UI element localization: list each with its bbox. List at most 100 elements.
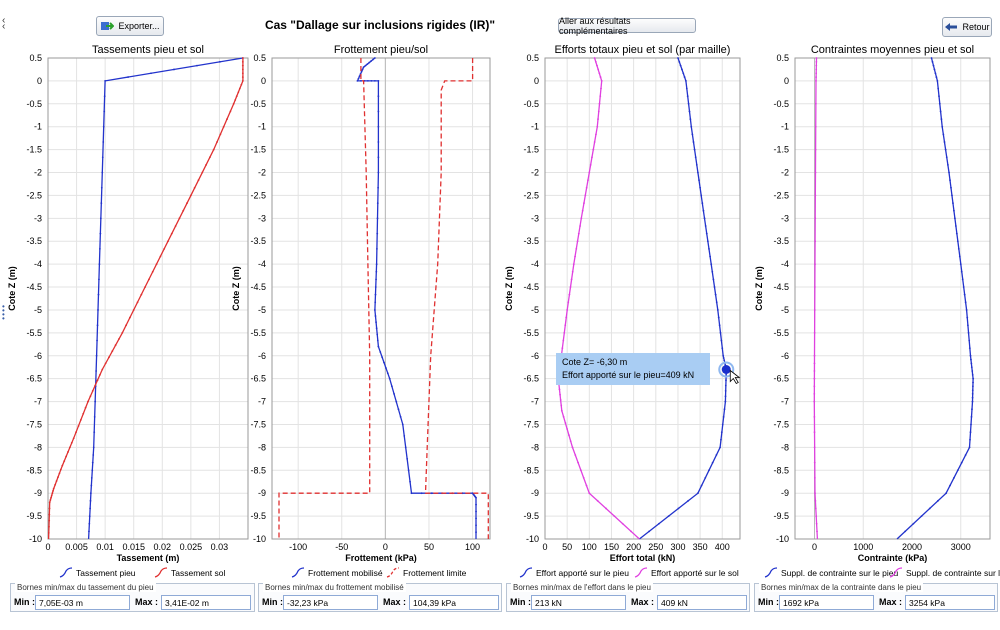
- data-point: [388, 377, 391, 380]
- x-tick-label: 0.01: [96, 542, 114, 552]
- x-tick-label: 0: [542, 542, 547, 552]
- data-point: [904, 530, 907, 533]
- y-tick-label: -7: [258, 397, 266, 407]
- data-point: [91, 461, 94, 464]
- data-point: [685, 80, 687, 82]
- data-point: [725, 373, 728, 376]
- data-point: [55, 480, 58, 482]
- data-point: [599, 76, 602, 78]
- max-value-field[interactable]: 3254 kPa: [905, 595, 995, 610]
- x-tick-label: 350: [693, 542, 708, 552]
- series-line: [278, 58, 371, 539]
- data-point: [597, 110, 600, 113]
- y-tick-label: -7: [781, 397, 789, 407]
- data-point: [374, 301, 377, 304]
- data-point: [393, 393, 395, 395]
- data-point: [99, 232, 102, 235]
- y-tick-label: -5: [531, 305, 539, 315]
- data-point: [711, 461, 714, 464]
- y-tick-label: -8.5: [523, 465, 539, 475]
- max-value-field[interactable]: 104,39 kPa: [409, 595, 499, 610]
- legend-swatch: [386, 567, 400, 578]
- data-point: [965, 309, 968, 311]
- legend-swatch: [154, 567, 168, 578]
- data-point: [104, 80, 107, 82]
- data-point: [720, 339, 723, 342]
- data-point: [813, 400, 816, 403]
- y-tick-label: -9.5: [250, 511, 266, 521]
- data-point: [813, 415, 816, 418]
- export-button[interactable]: Exporter...: [96, 16, 164, 36]
- data-point: [966, 316, 969, 319]
- data-point: [373, 80, 376, 82]
- data-point: [89, 395, 92, 398]
- more-results-button[interactable]: Aller aux résultats complémentaires: [558, 16, 696, 36]
- data-point: [196, 64, 198, 67]
- y-tick-label: -7.5: [26, 419, 42, 429]
- data-point: [102, 141, 105, 143]
- data-point: [372, 58, 374, 61]
- chart-3: Efforts totaux pieu et sol (par maille) 0…: [504, 44, 741, 578]
- data-point: [99, 373, 101, 376]
- legend-label: Suppl. de contrainte sur le sol: [906, 568, 1000, 578]
- data-point: [579, 469, 582, 472]
- data-point: [361, 68, 364, 71]
- y-tick-label: 0.5: [253, 53, 266, 63]
- data-point: [222, 125, 225, 128]
- data-point: [814, 499, 817, 502]
- data-point: [375, 321, 377, 324]
- min-value-field[interactable]: 1692 kPa: [779, 595, 874, 610]
- y-tick-label: -4.5: [773, 282, 789, 292]
- legend-label: Suppl. de contrainte sur le pieu: [781, 568, 898, 578]
- data-point: [475, 524, 477, 527]
- series-line: [47, 58, 244, 540]
- data-point: [373, 309, 376, 311]
- data-point: [376, 217, 379, 220]
- x-tick-label: 0.015: [122, 542, 145, 552]
- data-point: [718, 324, 721, 327]
- data-point: [54, 483, 57, 486]
- back-button[interactable]: Retour: [942, 17, 992, 37]
- data-point: [574, 454, 577, 456]
- data-point: [708, 469, 710, 472]
- data-point: [597, 68, 600, 71]
- data-point: [693, 148, 696, 151]
- data-point: [722, 354, 725, 357]
- data-point: [174, 225, 177, 227]
- data-point: [938, 95, 940, 98]
- export-label: Exporter...: [118, 21, 160, 31]
- legend-swatch: [634, 567, 648, 578]
- bounds-title: Bornes min/max de l'effort dans le pieu: [511, 583, 653, 592]
- data-point: [568, 293, 571, 296]
- legend-swatch: [59, 567, 73, 578]
- data-point: [98, 263, 101, 266]
- data-point: [367, 80, 369, 82]
- min-value-field[interactable]: 213 kN: [531, 595, 626, 610]
- data-point: [710, 263, 713, 266]
- data-point: [374, 293, 377, 296]
- data-point: [719, 446, 721, 449]
- data-point: [968, 339, 971, 342]
- data-point: [70, 441, 73, 444]
- drag-handle-icon[interactable]: • • • •: [2, 302, 5, 323]
- data-point: [241, 64, 244, 67]
- data-point: [711, 270, 714, 273]
- collapse-chevron-icon[interactable]: ‹ ‹: [2, 15, 6, 32]
- data-point: [97, 309, 99, 311]
- min-value-field[interactable]: -32,23 kPa: [283, 595, 378, 610]
- data-point: [954, 225, 957, 227]
- x-tick-label: 300: [670, 542, 685, 552]
- bounds-title: Bornes min/max du frottement mobilisé: [263, 583, 406, 592]
- plot-frame: [271, 57, 491, 540]
- data-point: [92, 454, 95, 456]
- data-point: [376, 339, 379, 342]
- max-value-field[interactable]: 409 kN: [657, 595, 747, 610]
- data-point: [945, 156, 948, 159]
- min-value-field[interactable]: 7,05E-03 m: [35, 595, 130, 610]
- data-point: [375, 278, 377, 281]
- data-point: [930, 57, 933, 59]
- y-tick-label: -5.5: [250, 328, 266, 338]
- max-value-field[interactable]: 3,41E-02 m: [161, 595, 251, 610]
- data-point: [178, 217, 181, 220]
- data-point: [814, 148, 817, 151]
